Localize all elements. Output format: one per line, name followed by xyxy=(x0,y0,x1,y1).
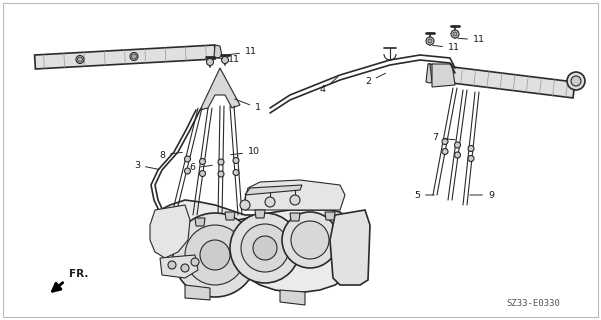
Polygon shape xyxy=(245,185,302,195)
Polygon shape xyxy=(200,68,240,110)
Polygon shape xyxy=(214,45,222,58)
Text: 1: 1 xyxy=(234,99,261,113)
Circle shape xyxy=(241,224,289,272)
Text: 4: 4 xyxy=(320,77,338,94)
Circle shape xyxy=(230,213,300,283)
Circle shape xyxy=(200,171,206,177)
Text: 5: 5 xyxy=(414,190,435,199)
Circle shape xyxy=(185,168,191,174)
Text: 11: 11 xyxy=(228,47,257,57)
Text: FR.: FR. xyxy=(69,269,88,279)
Polygon shape xyxy=(225,212,235,220)
Text: 9: 9 xyxy=(470,190,494,199)
Text: 10: 10 xyxy=(231,148,260,156)
Polygon shape xyxy=(150,205,190,258)
Circle shape xyxy=(218,159,224,165)
Circle shape xyxy=(291,221,329,259)
Text: 11: 11 xyxy=(458,36,485,44)
Polygon shape xyxy=(185,285,210,300)
Polygon shape xyxy=(290,213,300,221)
Circle shape xyxy=(428,39,432,43)
Text: 8: 8 xyxy=(159,150,182,159)
Text: 6: 6 xyxy=(189,164,212,172)
Circle shape xyxy=(442,148,448,155)
Polygon shape xyxy=(160,255,198,278)
Circle shape xyxy=(168,261,176,269)
Polygon shape xyxy=(330,210,370,285)
Text: SZ33-E0330: SZ33-E0330 xyxy=(506,299,560,308)
Circle shape xyxy=(76,55,84,63)
Polygon shape xyxy=(195,218,205,226)
Circle shape xyxy=(442,139,448,145)
Polygon shape xyxy=(255,210,265,218)
Text: 11: 11 xyxy=(433,44,460,52)
Circle shape xyxy=(185,156,191,162)
Circle shape xyxy=(468,156,474,162)
Circle shape xyxy=(567,72,585,90)
Circle shape xyxy=(265,197,275,207)
Circle shape xyxy=(173,213,257,297)
Circle shape xyxy=(181,264,189,272)
Circle shape xyxy=(453,32,457,36)
Circle shape xyxy=(207,59,213,66)
Text: 3: 3 xyxy=(134,161,159,170)
Polygon shape xyxy=(35,45,215,69)
Circle shape xyxy=(454,142,460,148)
Polygon shape xyxy=(280,290,305,305)
Circle shape xyxy=(200,158,206,164)
Circle shape xyxy=(200,240,230,270)
Polygon shape xyxy=(325,212,335,220)
Polygon shape xyxy=(160,200,365,292)
Circle shape xyxy=(233,157,239,164)
Circle shape xyxy=(233,170,239,175)
Text: 7: 7 xyxy=(432,133,455,142)
Polygon shape xyxy=(245,180,345,210)
Circle shape xyxy=(426,37,434,45)
Circle shape xyxy=(222,57,228,63)
Text: 2: 2 xyxy=(365,73,385,86)
Circle shape xyxy=(185,225,245,285)
Circle shape xyxy=(454,152,460,158)
Circle shape xyxy=(130,52,138,60)
Circle shape xyxy=(191,258,199,266)
Circle shape xyxy=(571,76,581,86)
Polygon shape xyxy=(426,64,432,83)
Circle shape xyxy=(132,54,136,59)
Circle shape xyxy=(253,236,277,260)
Circle shape xyxy=(282,212,338,268)
Circle shape xyxy=(218,171,224,177)
Polygon shape xyxy=(427,64,575,98)
Circle shape xyxy=(468,146,474,151)
Polygon shape xyxy=(432,64,455,87)
Circle shape xyxy=(240,200,250,210)
Text: 11: 11 xyxy=(213,55,240,65)
Circle shape xyxy=(78,57,82,62)
Circle shape xyxy=(451,30,459,38)
Circle shape xyxy=(290,195,300,205)
